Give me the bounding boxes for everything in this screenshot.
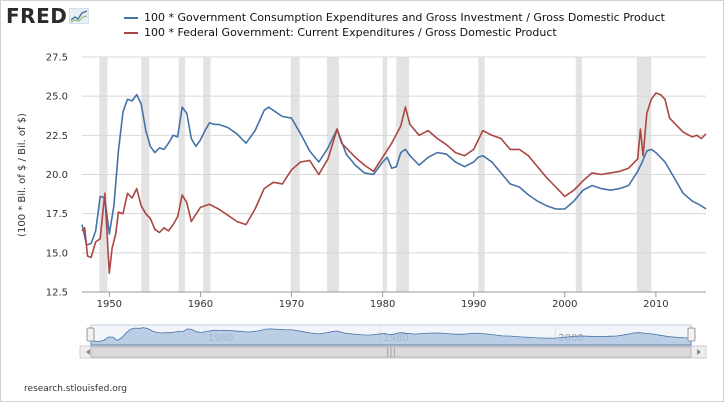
x-tick-label-4: 1990: [461, 299, 486, 310]
x-tick-label-5: 2000: [552, 299, 577, 310]
x-tick-label-0: 1950: [97, 299, 122, 310]
x-tick-label-6: 2010: [643, 299, 668, 310]
legend-item-series-2[interactable]: 100 * Federal Government: Current Expend…: [124, 25, 665, 40]
y-axis-label: (100 * Bil. of $ / Bil. of $): [17, 113, 28, 237]
chart-legend: 100 * Government Consumption Expenditure…: [124, 10, 665, 40]
legend-swatch-series-1: [124, 16, 138, 19]
x-tick-label-3: 1980: [370, 299, 395, 310]
y-tick-label-4: 22.5: [46, 131, 68, 142]
axes: 12.5 15.0 17.5 20.0 22.5 25.0 27.5 1950 1960 1970…: [46, 53, 706, 310]
series-line-2: [81, 92, 707, 275]
y-tick-label-6: 27.5: [46, 53, 68, 64]
y-tick-label-5: 25.0: [46, 92, 68, 103]
navigator-scrollbar-grip[interactable]: |||: [386, 347, 396, 358]
gridlines: [82, 56, 706, 293]
trend-line-icon: [69, 8, 90, 24]
legend-label-series-1: 100 * Government Consumption Expenditure…: [144, 11, 665, 24]
series-lines: [81, 92, 707, 275]
legend-swatch-series-2: [124, 31, 138, 34]
y-tick-label-1: 15.0: [46, 248, 68, 259]
navigator-handle-left[interactable]: [86, 327, 95, 342]
navigator-scrollbar-thumb[interactable]: [90, 346, 692, 358]
range-navigator[interactable]: 196019802000|||: [79, 324, 707, 359]
y-tick-label-2: 17.5: [46, 209, 68, 220]
x-tick-label-1: 1960: [188, 299, 213, 310]
legend-label-series-2: 100 * Federal Government: Current Expend…: [144, 26, 557, 39]
source-link[interactable]: research.stlouisfed.org: [24, 384, 127, 394]
y-tick-label-0: 12.5: [46, 288, 68, 299]
fred-logo[interactable]: FRED: [6, 4, 90, 28]
series-line-1: [81, 93, 707, 246]
navigator-handle-right[interactable]: [687, 327, 696, 342]
scroll-right-arrow-icon[interactable]: [697, 349, 701, 355]
legend-item-series-1[interactable]: 100 * Government Consumption Expenditure…: [124, 10, 665, 25]
navigator-series-area: [90, 327, 692, 346]
x-tick-label-2: 1970: [279, 299, 304, 310]
y-tick-label-3: 20.0: [46, 170, 68, 181]
logo-text: FRED: [6, 4, 68, 28]
scroll-left-arrow-icon[interactable]: [86, 349, 90, 355]
